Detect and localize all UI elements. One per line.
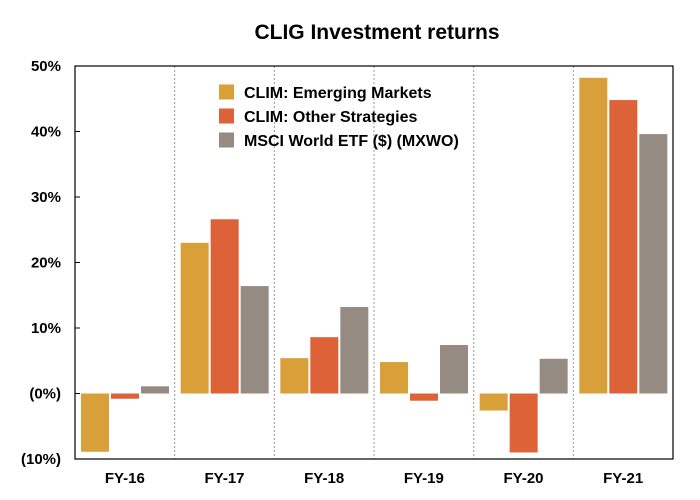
bar — [340, 307, 369, 394]
chart-title: CLIG Investment returns — [254, 21, 499, 44]
bar — [280, 358, 309, 394]
y-tick-label: 10% — [31, 320, 61, 337]
bar — [240, 286, 269, 394]
y-tick-label: 30% — [31, 189, 61, 206]
legend-label: CLIM: Emerging Markets — [244, 85, 432, 102]
bar — [579, 77, 608, 394]
x-tick-label: FY-21 — [603, 470, 643, 487]
y-tick-label: (0%) — [29, 386, 61, 403]
x-tick-label: FY-16 — [105, 470, 145, 487]
bar — [180, 242, 209, 394]
y-tick-label: 40% — [31, 124, 61, 141]
bar — [141, 386, 169, 394]
x-tick-label: FY-20 — [503, 470, 543, 487]
bar — [210, 219, 239, 394]
bar — [111, 393, 139, 399]
x-tick-label: FY-18 — [304, 470, 344, 487]
legend: CLIM: Emerging Markets CLIM: Other Strate… — [219, 84, 459, 150]
y-tick-label: 20% — [31, 255, 61, 272]
legend-label: MSCI World ETF ($) (MXWO) — [244, 133, 459, 150]
bar — [639, 134, 668, 394]
legend-label: CLIM: Other Strategies — [244, 109, 417, 126]
bar — [440, 345, 468, 394]
bar — [81, 393, 109, 452]
x-tick-label: FY-17 — [204, 470, 244, 487]
bar — [380, 362, 408, 394]
bar — [410, 393, 438, 401]
bar — [609, 100, 638, 394]
legend-swatch — [219, 132, 234, 148]
legend-swatch — [219, 84, 234, 100]
axes-layer — [74, 65, 674, 460]
x-tick-label: FY-19 — [404, 470, 444, 487]
y-tick-label: 50% — [31, 58, 61, 75]
grid-layer — [174, 66, 574, 459]
bar — [539, 358, 568, 394]
y-tick-labels: (10%) (0%) 10% 20% 30% 40% 50% — [21, 58, 61, 468]
bar — [310, 337, 339, 394]
x-tick-labels: FY-16 FY-17 FY-18 FY-19 FY-20 FY-21 — [105, 470, 643, 487]
y-tick-label: (10%) — [21, 451, 61, 468]
legend-swatch — [219, 108, 234, 124]
bar — [479, 393, 508, 411]
bar — [509, 393, 538, 453]
bars-layer — [81, 77, 668, 453]
